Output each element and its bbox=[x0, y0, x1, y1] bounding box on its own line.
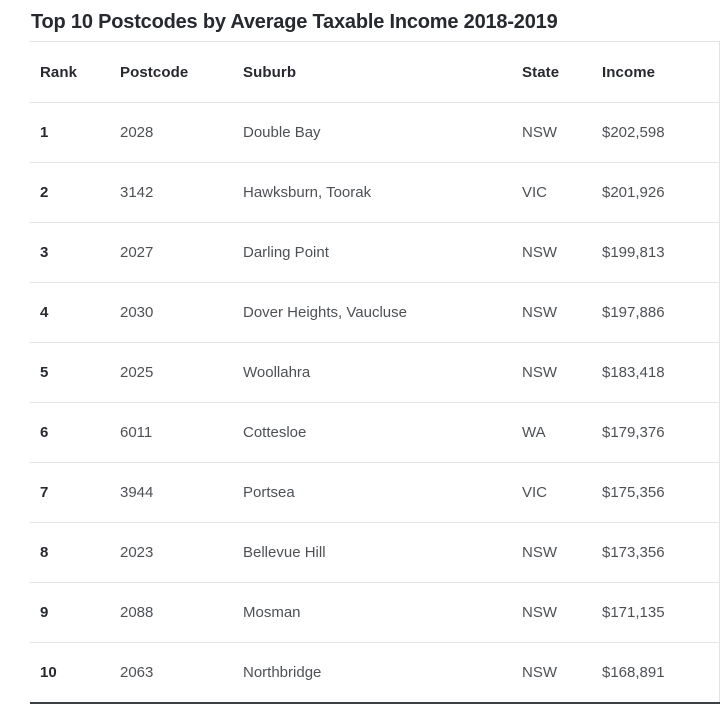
suburb-cell: Portsea bbox=[243, 484, 295, 501]
income-cell: $173,356 bbox=[602, 544, 665, 561]
postcode-cell: 2063 bbox=[120, 663, 154, 681]
rank-cell: 9 bbox=[40, 604, 49, 621]
postcode-cell: 2023 bbox=[120, 544, 154, 561]
rank-cell: 10 bbox=[40, 663, 57, 681]
suburb-cell: Bellevue Hill bbox=[243, 544, 326, 561]
income-cell: $197,886 bbox=[602, 304, 665, 321]
income-cell: $179,376 bbox=[602, 424, 665, 441]
rank-cell: 1 bbox=[40, 124, 49, 141]
page-title: Top 10 Postcodes by Average Taxable Inco… bbox=[31, 11, 558, 33]
state-cell: VIC bbox=[522, 484, 548, 501]
table-row: 4 2030 Dover Heights, Vaucluse NSW $197,… bbox=[30, 283, 719, 343]
state-cell: NSW bbox=[522, 544, 557, 561]
income-cell: $171,135 bbox=[602, 604, 665, 621]
column-header-state: State bbox=[522, 63, 560, 81]
header-row: Rank Postcode Suburb State Income bbox=[30, 42, 719, 103]
suburb-cell: Dover Heights, Vaucluse bbox=[243, 304, 407, 321]
income-cell: $168,891 bbox=[602, 663, 665, 681]
state-cell: NSW bbox=[522, 124, 557, 141]
rank-cell: 3 bbox=[40, 244, 49, 261]
table-row: 5 2025 Woollahra NSW $183,418 bbox=[30, 343, 719, 403]
postcode-cell: 3944 bbox=[120, 484, 154, 501]
suburb-cell: Cottesloe bbox=[243, 424, 307, 441]
table-row: 10 2063 Northbridge NSW $168,891 bbox=[30, 643, 719, 703]
rank-cell: 2 bbox=[40, 184, 49, 201]
column-header-suburb: Suburb bbox=[243, 63, 297, 81]
table-row: 7 3944 Portsea VIC $175,356 bbox=[30, 463, 719, 523]
state-cell: NSW bbox=[522, 604, 557, 621]
rank-cell: 4 bbox=[40, 304, 49, 321]
suburb-cell: Woollahra bbox=[243, 364, 311, 381]
table-row: 3 2027 Darling Point NSW $199,813 bbox=[30, 223, 719, 283]
income-cell: $202,598 bbox=[602, 124, 665, 141]
income-cell: $175,356 bbox=[602, 484, 665, 501]
table-row: 2 3142 Hawksburn, Toorak VIC $201,926 bbox=[30, 163, 719, 223]
state-cell: WA bbox=[522, 424, 546, 441]
state-cell: NSW bbox=[522, 304, 557, 321]
postcode-cell: 2027 bbox=[120, 244, 154, 261]
rank-cell: 6 bbox=[40, 424, 49, 441]
rank-cell: 8 bbox=[40, 544, 49, 561]
state-cell: NSW bbox=[522, 663, 557, 681]
column-header-income: Income bbox=[602, 63, 656, 81]
suburb-cell: Hawksburn, Toorak bbox=[243, 184, 372, 201]
column-header-postcode: Postcode bbox=[120, 63, 189, 81]
state-cell: VIC bbox=[522, 184, 548, 201]
income-cell: $183,418 bbox=[602, 364, 665, 381]
income-cell: $201,926 bbox=[602, 184, 665, 201]
suburb-cell: Double Bay bbox=[243, 124, 321, 141]
postcodes-income-table: Rank Postcode Suburb State Income 1 2028… bbox=[30, 41, 720, 704]
postcode-cell: 2025 bbox=[120, 364, 154, 381]
postcode-cell: 2088 bbox=[120, 604, 154, 621]
postcode-cell: 3142 bbox=[120, 184, 154, 201]
table-row: 1 2028 Double Bay NSW $202,598 bbox=[30, 103, 719, 163]
table-row: 9 2088 Mosman NSW $171,135 bbox=[30, 583, 719, 643]
rank-cell: 7 bbox=[40, 484, 49, 501]
table-row: 6 6011 Cottesloe WA $179,376 bbox=[30, 403, 719, 463]
postcode-cell: 2028 bbox=[120, 124, 154, 141]
rank-cell: 5 bbox=[40, 364, 49, 381]
suburb-cell: Mosman bbox=[243, 604, 301, 621]
state-cell: NSW bbox=[522, 244, 557, 261]
suburb-cell: Darling Point bbox=[243, 244, 329, 261]
state-cell: NSW bbox=[522, 364, 557, 381]
postcode-cell: 2030 bbox=[120, 304, 154, 321]
table-header: Rank Postcode Suburb State Income bbox=[30, 42, 719, 103]
postcode-cell: 6011 bbox=[120, 424, 153, 441]
suburb-cell: Northbridge bbox=[243, 663, 322, 681]
table-body: 1 2028 Double Bay NSW $202,598 2 3142 Ha… bbox=[30, 103, 719, 703]
table-row: 8 2023 Bellevue Hill NSW $173,356 bbox=[30, 523, 719, 583]
income-cell: $199,813 bbox=[602, 244, 665, 261]
column-header-rank: Rank bbox=[40, 63, 78, 81]
